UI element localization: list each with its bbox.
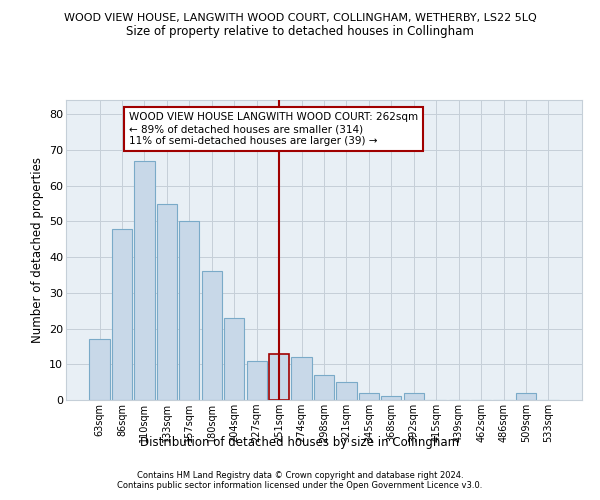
- Bar: [134, 160, 155, 400]
- Bar: [359, 393, 379, 400]
- Bar: [224, 318, 244, 400]
- Y-axis label: Number of detached properties: Number of detached properties: [31, 157, 44, 343]
- Bar: [516, 393, 536, 400]
- Text: WOOD VIEW HOUSE LANGWITH WOOD COURT: 262sqm
← 89% of detached houses are smaller: WOOD VIEW HOUSE LANGWITH WOOD COURT: 262…: [129, 112, 418, 146]
- Text: Size of property relative to detached houses in Collingham: Size of property relative to detached ho…: [126, 25, 474, 38]
- Bar: [202, 272, 222, 400]
- Text: Distribution of detached houses by size in Collingham: Distribution of detached houses by size …: [140, 436, 460, 449]
- Bar: [381, 396, 401, 400]
- Bar: [179, 222, 199, 400]
- Text: Contains public sector information licensed under the Open Government Licence v3: Contains public sector information licen…: [118, 482, 482, 490]
- Bar: [247, 360, 267, 400]
- Bar: [89, 340, 110, 400]
- Bar: [337, 382, 356, 400]
- Bar: [269, 354, 289, 400]
- Bar: [112, 228, 132, 400]
- Bar: [404, 393, 424, 400]
- Bar: [157, 204, 177, 400]
- Bar: [292, 357, 311, 400]
- Text: Contains HM Land Registry data © Crown copyright and database right 2024.: Contains HM Land Registry data © Crown c…: [137, 472, 463, 480]
- Bar: [314, 375, 334, 400]
- Text: WOOD VIEW HOUSE, LANGWITH WOOD COURT, COLLINGHAM, WETHERBY, LS22 5LQ: WOOD VIEW HOUSE, LANGWITH WOOD COURT, CO…: [64, 12, 536, 22]
